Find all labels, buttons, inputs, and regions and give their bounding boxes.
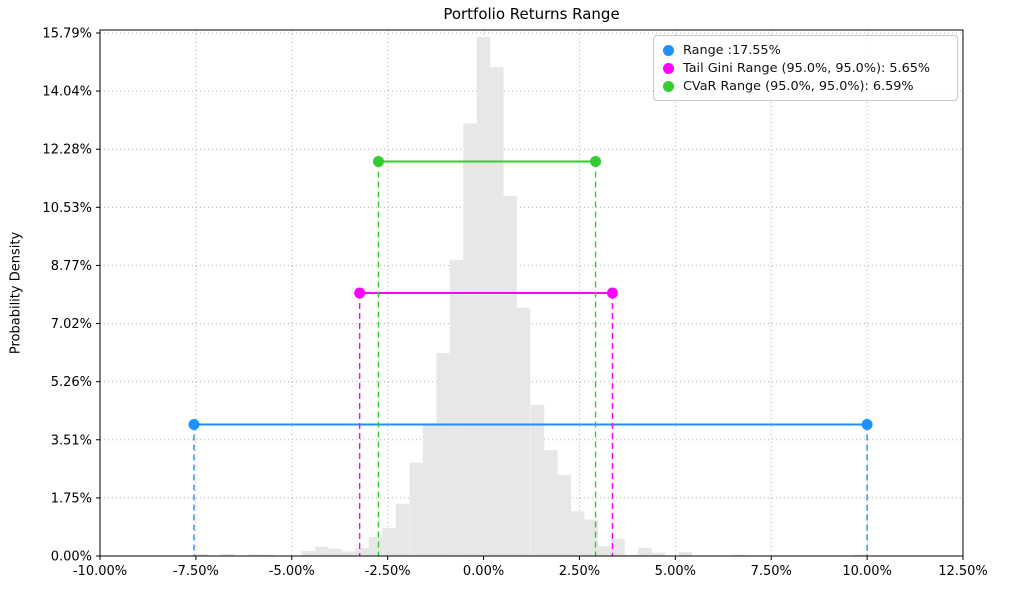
range-legend-label: Range :17.55%	[683, 42, 781, 58]
histogram-bar	[422, 423, 437, 556]
range-legend-marker-icon	[663, 44, 674, 56]
legend-item-tail-gini-range: Tail Gini Range (95.0%, 95.0%): 5.65%	[663, 59, 948, 77]
x-tick-label: 5.00%	[655, 564, 696, 579]
y-tick-label: 15.79%	[42, 26, 92, 41]
tail-gini-legend-marker-icon	[663, 62, 674, 74]
tail-gini-range-endpoint-marker	[606, 287, 618, 299]
histogram-bar	[409, 462, 423, 556]
x-tick-label: -7.50%	[173, 564, 219, 579]
y-tick-label: 12.28%	[42, 143, 92, 158]
x-tick-label: 12.50%	[938, 564, 988, 579]
cvar-legend-label: CVaR Range (95.0%, 95.0%): 6.59%	[683, 78, 914, 94]
plot-border	[99, 29, 964, 557]
y-tick-label: 0.00%	[51, 550, 92, 565]
histogram-bar	[436, 352, 450, 556]
histogram-bar	[315, 546, 329, 556]
range-endpoint-marker	[188, 419, 200, 430]
y-tick-label: 3.51%	[51, 433, 92, 448]
x-tick-label: -2.50%	[365, 564, 411, 579]
histogram-bar	[368, 537, 383, 556]
x-tick-label: 10.00%	[842, 564, 892, 579]
legend-item-cvar-range: CVaR Range (95.0%, 95.0%): 6.59%	[663, 77, 948, 95]
cvar-range-endpoint-marker	[372, 156, 384, 167]
histogram-bar	[449, 260, 464, 556]
tail-gini-range-endpoint-marker	[354, 287, 366, 299]
histogram-bar	[395, 503, 410, 556]
tail-gini-legend-label: Tail Gini Range (95.0%, 95.0%): 5.65%	[683, 60, 931, 76]
histogram-bar	[301, 551, 316, 556]
x-tick-label: 7.50%	[751, 564, 792, 579]
histogram-bar	[638, 547, 652, 556]
histogram-bar	[516, 307, 531, 556]
x-tick-label: 0.00%	[463, 564, 504, 579]
cvar-range-endpoint-marker	[590, 156, 602, 167]
histogram-bar	[530, 404, 545, 556]
histogram-bar	[584, 519, 598, 556]
x-tick-label: 2.50%	[559, 564, 600, 579]
histogram-bar	[624, 554, 639, 556]
histogram-bar	[193, 554, 208, 556]
legend-item-range: Range :17.55%	[663, 41, 948, 59]
histogram-bar	[732, 554, 746, 556]
histogram-bar	[611, 538, 625, 556]
histogram-bar	[503, 195, 517, 556]
y-tick-label: 8.77%	[51, 259, 92, 274]
cvar-legend-marker-icon	[663, 80, 674, 92]
histogram-bar	[476, 36, 491, 556]
histogram-bar	[463, 123, 477, 557]
legend: Range :17.55% Tail Gini Range (95.0%, 95…	[653, 35, 958, 101]
x-tick-label: -5.00%	[269, 564, 315, 579]
histogram-bar	[544, 450, 558, 556]
histogram-bar	[678, 552, 693, 556]
histogram-bar	[355, 548, 369, 556]
y-tick-label: 14.04%	[42, 85, 92, 100]
range-endpoint-marker	[861, 419, 873, 430]
histogram-bar	[853, 554, 868, 556]
histogram-bar	[342, 551, 356, 556]
histogram-bar	[220, 554, 235, 556]
histogram-bar	[571, 511, 585, 556]
histogram-bar	[382, 527, 396, 556]
chart-title: Portfolio Returns Range	[443, 5, 620, 23]
y-tick-label: 10.53%	[42, 201, 92, 216]
histogram-bar	[557, 474, 572, 556]
histogram-bar	[261, 554, 275, 556]
histogram-bar	[651, 552, 666, 556]
y-tick-label: 7.02%	[51, 317, 92, 332]
y-tick-label: 5.26%	[51, 375, 92, 390]
histogram-bar	[328, 548, 343, 556]
histogram-bar	[597, 546, 612, 556]
histogram-bar	[490, 67, 504, 556]
histogram-bar	[247, 554, 262, 556]
y-tick-label: 1.75%	[51, 491, 92, 506]
x-tick-label: -10.00%	[73, 564, 127, 579]
